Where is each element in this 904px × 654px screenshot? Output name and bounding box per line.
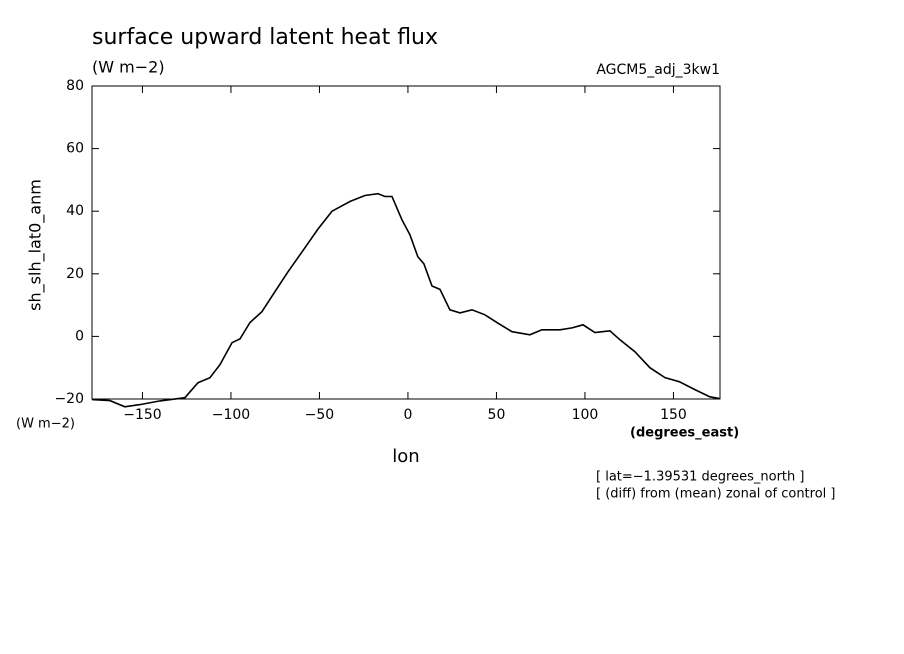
subtitle: (W m−2) bbox=[92, 58, 165, 77]
y-axis-label: sh_slh_lat0_anm bbox=[26, 179, 46, 311]
x-tick-label: −150 bbox=[123, 407, 161, 423]
x-tick-label: 150 bbox=[660, 407, 687, 423]
y-units: (W m−2) bbox=[16, 417, 75, 432]
x-tick-label: −50 bbox=[305, 407, 335, 423]
y-tick-label: 60 bbox=[66, 141, 84, 157]
plot-frame bbox=[91, 85, 721, 400]
data-line bbox=[91, 192, 721, 408]
y-tick-label: −20 bbox=[54, 391, 84, 407]
x-tick-label: 50 bbox=[488, 407, 506, 423]
y-tick-label: 40 bbox=[66, 203, 84, 219]
y-tick-label: 80 bbox=[66, 78, 84, 94]
x-tick-label: 100 bbox=[572, 407, 599, 423]
x-units: (degrees_east) bbox=[630, 426, 739, 441]
chart-title: surface upward latent heat flux bbox=[92, 25, 438, 50]
annotation: [ (diff) from (mean) zonal of control ] bbox=[596, 487, 835, 502]
annotation: [ lat=−1.39531 degrees_north ] bbox=[596, 470, 804, 485]
y-tick-label: 20 bbox=[66, 266, 84, 282]
x-tick-label: −100 bbox=[212, 407, 250, 423]
run-label: AGCM5_adj_3kw1 bbox=[596, 62, 720, 78]
x-axis-label: lon bbox=[392, 446, 419, 467]
x-tick-label: 0 bbox=[403, 407, 412, 423]
y-tick-label: 0 bbox=[75, 328, 84, 344]
